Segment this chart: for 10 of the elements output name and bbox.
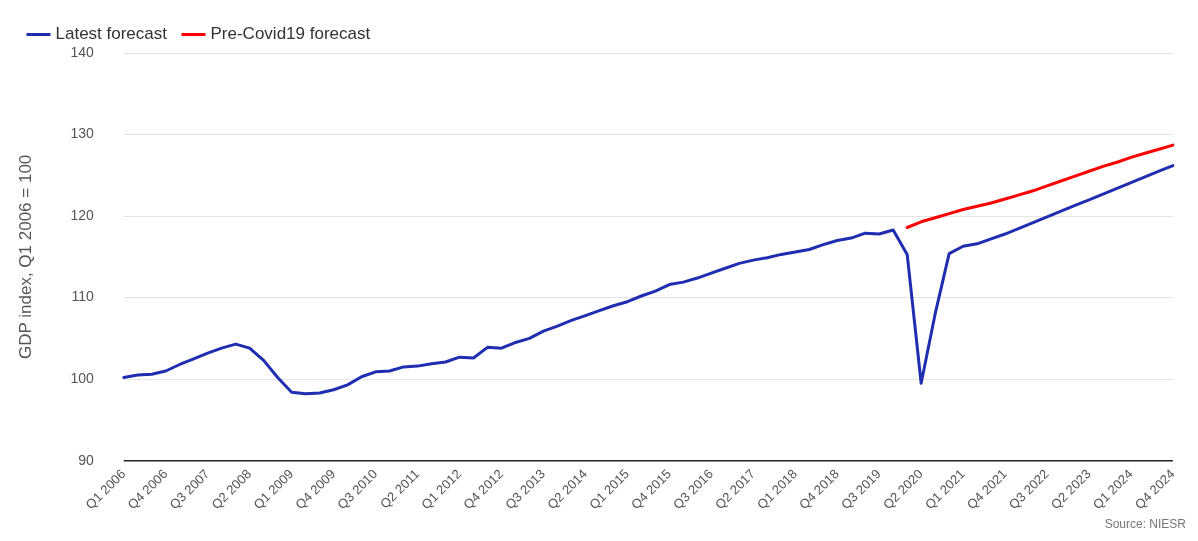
y-tick-label: 130 xyxy=(70,125,94,142)
y-axis-title: GDP index, Q1 2006 = 100 xyxy=(15,154,35,360)
y-tick-label: 120 xyxy=(70,206,94,223)
source-note: Source: NIESR xyxy=(1104,517,1187,532)
legend-label: Latest forecast xyxy=(55,24,168,44)
legend-label: Pre-Covid19 forecast xyxy=(210,24,371,44)
y-tick-label: 100 xyxy=(70,370,94,387)
y-tick-label: 90 xyxy=(78,451,94,468)
y-tick-label: 140 xyxy=(70,43,94,60)
y-tick-label: 110 xyxy=(71,288,94,305)
